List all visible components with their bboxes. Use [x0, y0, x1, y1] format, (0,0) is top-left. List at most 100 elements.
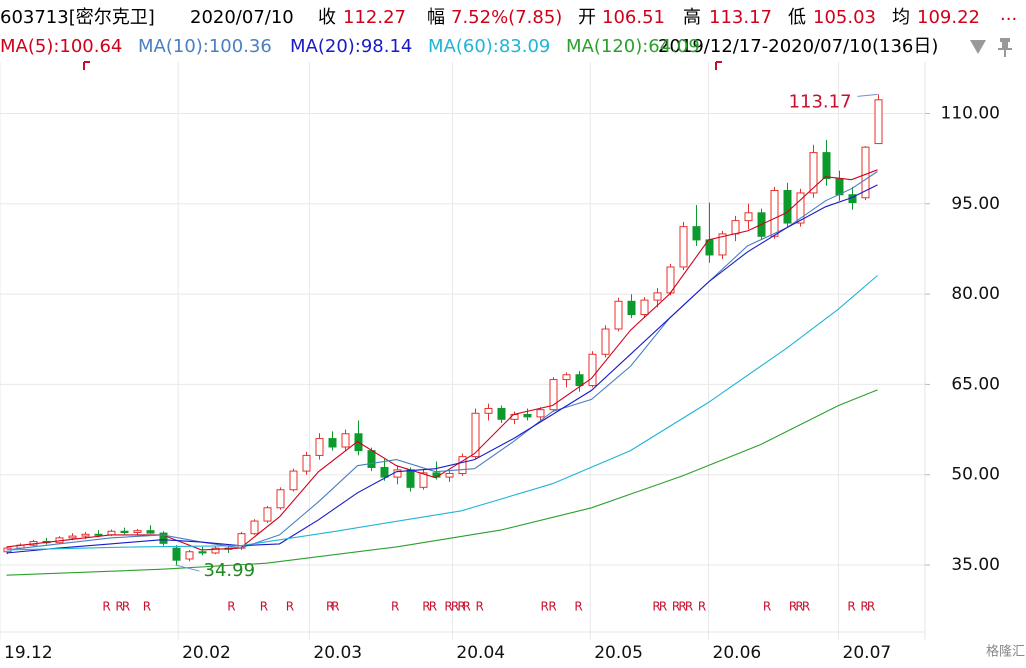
candle-body	[796, 192, 805, 224]
candle-body	[172, 547, 181, 561]
legend-entry: MA(120):64.09	[566, 36, 700, 57]
candle	[692, 204, 701, 246]
candle	[159, 531, 168, 546]
quote-value: 112.27	[343, 7, 406, 28]
candle	[770, 186, 779, 239]
pin-icon[interactable]	[998, 38, 1012, 57]
candle	[705, 202, 714, 263]
signal-marker: R	[429, 600, 437, 614]
candle	[211, 546, 220, 555]
candle	[42, 537, 51, 545]
candle	[198, 546, 207, 556]
candle-body	[822, 152, 831, 179]
candle-body	[198, 551, 207, 554]
x-tick-label: 20.04	[456, 643, 505, 663]
annotation-label: 34.99	[204, 560, 256, 581]
candle	[276, 487, 285, 510]
candle	[484, 403, 493, 421]
candle-body	[562, 374, 571, 381]
candle-body	[484, 407, 493, 414]
candle-body	[874, 99, 883, 145]
signal-marker: R	[860, 600, 868, 614]
signal-marker: R	[685, 600, 693, 614]
quote-value: 113.17	[709, 7, 772, 28]
candle	[354, 420, 363, 456]
signal-marker: R	[463, 600, 471, 614]
candle-body	[692, 226, 701, 241]
quote-label: 低	[788, 7, 806, 28]
y-tick-label: 80.00	[951, 284, 1000, 304]
signal-marker: R	[574, 600, 582, 614]
signal-marker: R	[326, 600, 334, 614]
candle-body	[536, 409, 545, 418]
candle	[575, 371, 584, 392]
candle-body	[211, 547, 220, 554]
candle-body	[458, 456, 467, 474]
annotation-arrow	[175, 564, 200, 572]
x-tick-label: 19.12	[4, 643, 53, 663]
signal-marker: R	[102, 600, 110, 614]
ma-line	[6, 184, 878, 554]
candle-body	[419, 472, 428, 488]
range-marker	[83, 61, 722, 70]
legend-entry: MA(5):100.64	[0, 36, 122, 57]
x-tick-label: 20.02	[182, 643, 231, 663]
candle	[120, 527, 129, 535]
candle	[588, 351, 597, 388]
signal-marker: R	[444, 600, 452, 614]
signal-marker: R	[122, 600, 130, 614]
candle	[328, 431, 337, 451]
candle	[185, 549, 194, 562]
candle	[523, 408, 532, 421]
candle-body	[159, 532, 168, 544]
signal-marker: R	[867, 600, 875, 614]
candle-body	[614, 300, 623, 330]
signal-marker: R	[763, 600, 771, 614]
candle-body	[315, 438, 324, 456]
candle	[536, 407, 545, 421]
signal-marker: R	[476, 600, 484, 614]
candle-body	[653, 292, 662, 301]
y-tick-label: 50.00	[951, 465, 1000, 485]
signal-marker: R	[115, 600, 123, 614]
signal-marker: R	[422, 600, 430, 614]
x-tick-label: 20.03	[313, 643, 362, 663]
signal-marker: R	[847, 600, 855, 614]
candle	[419, 469, 428, 490]
more-button[interactable]: ...	[1000, 4, 1017, 25]
signal-marker: R	[698, 600, 706, 614]
quote-label: 开	[578, 7, 596, 28]
y-tick-label: 95.00	[951, 194, 1000, 214]
date-range[interactable]: 2019/12/17-2020/07/10(136日)	[658, 36, 938, 57]
candle	[653, 288, 662, 308]
dropdown-icon[interactable]	[970, 40, 986, 54]
candle	[302, 451, 311, 475]
candle-body	[601, 328, 610, 355]
quote-label: 收	[318, 7, 336, 28]
candle	[289, 468, 298, 492]
signal-marker: R	[652, 600, 660, 614]
candle-body	[679, 226, 688, 268]
candle-body	[302, 454, 311, 472]
candle-body	[276, 489, 285, 509]
candle-body	[497, 407, 506, 420]
candle	[809, 144, 818, 198]
signal-marker: R	[451, 600, 459, 614]
y-tick-label: 65.00	[951, 374, 1000, 394]
signal-marker: R	[260, 600, 268, 614]
signal-marker: R	[331, 600, 339, 614]
candle	[263, 505, 272, 523]
candle-body	[120, 530, 129, 533]
signal-marker: R	[286, 600, 294, 614]
legend-entry: MA(20):98.14	[290, 36, 412, 57]
candle	[822, 139, 831, 186]
x-tick-label: 20.05	[594, 643, 643, 663]
candle-body	[81, 533, 90, 537]
candle	[874, 94, 883, 145]
candle-body	[835, 177, 844, 196]
signal-marker: R	[143, 600, 151, 614]
x-tick-label: 20.07	[843, 643, 892, 663]
candle	[627, 294, 636, 319]
candle	[549, 377, 558, 412]
quote-date: 2020/07/10	[190, 7, 294, 28]
